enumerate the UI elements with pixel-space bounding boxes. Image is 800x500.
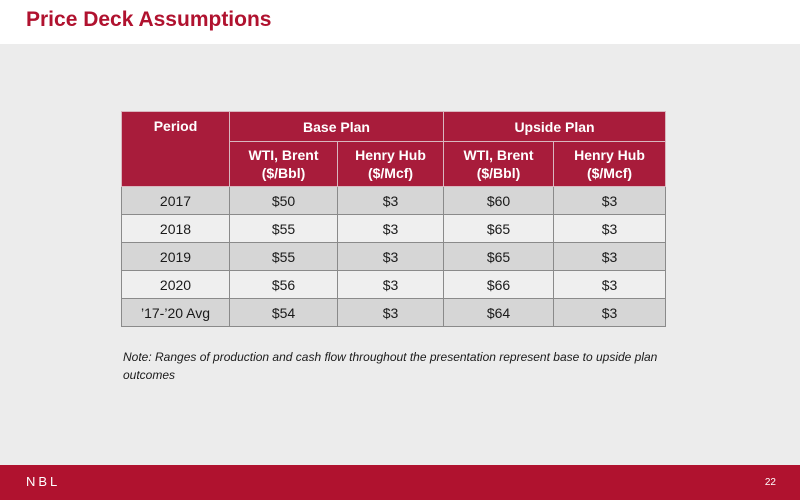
upside-wti-cell: $66	[443, 270, 554, 299]
base-hh-cell: $3	[337, 242, 444, 271]
period-cell: 2017	[121, 186, 230, 215]
company-logo: NBL	[26, 474, 61, 489]
header-line: WTI, Brent	[463, 147, 534, 163]
base-plan-header: Base Plan	[229, 111, 444, 142]
table-row: 2017 $50 $3 $60 $3	[121, 186, 667, 215]
slide-footer: NBL 22	[0, 465, 800, 500]
table-row: 2020 $56 $3 $66 $3	[121, 270, 667, 299]
base-wti-brent-header: WTI, Brent ($/Bbl)	[229, 141, 338, 187]
upside-hh-cell: $3	[552, 242, 667, 271]
upside-wti-brent-header: WTI, Brent ($/Bbl)	[443, 141, 554, 187]
base-wti-cell: $54	[229, 298, 338, 327]
period-cell: 2019	[121, 242, 230, 271]
header-unit: ($/Bbl)	[476, 165, 521, 181]
period-header: Period	[121, 111, 230, 187]
header-unit: ($/Mcf)	[367, 165, 414, 181]
header-line: WTI, Brent	[248, 147, 319, 163]
footnote: Note: Ranges of production and cash flow…	[123, 350, 658, 382]
base-wti-cell: $56	[229, 270, 338, 299]
period-cell: ’17-’20 Avg	[121, 298, 230, 327]
header-line: Henry Hub	[355, 147, 426, 163]
page-number: 22	[764, 477, 776, 488]
base-hh-cell: $3	[337, 298, 444, 327]
base-hh-cell: $3	[337, 214, 444, 243]
period-cell: 2020	[121, 270, 230, 299]
price-deck-table: Period Base Plan Upside Plan WTI, Brent …	[121, 111, 667, 327]
upside-hh-cell: $3	[552, 186, 667, 215]
slide-header: Price Deck Assumptions	[0, 0, 800, 44]
period-cell: 2018	[121, 214, 230, 243]
header-unit: ($/Mcf)	[586, 165, 633, 181]
upside-hh-cell: $3	[552, 298, 667, 327]
slide-title: Price Deck Assumptions	[26, 8, 272, 31]
price-deck-table-container: Period Base Plan Upside Plan WTI, Brent …	[121, 111, 667, 327]
upside-henry-hub-header: Henry Hub ($/Mcf)	[552, 141, 667, 187]
table-row: ’17-’20 Avg $54 $3 $64 $3	[121, 298, 667, 327]
base-wti-cell: $50	[229, 186, 338, 215]
upside-hh-cell: $3	[552, 270, 667, 299]
upside-hh-cell: $3	[552, 214, 667, 243]
table-row: 2018 $55 $3 $65 $3	[121, 214, 667, 243]
base-hh-cell: $3	[337, 270, 444, 299]
header-line: Henry Hub	[574, 147, 645, 163]
upside-wti-cell: $65	[443, 214, 554, 243]
base-wti-cell: $55	[229, 214, 338, 243]
upside-wti-cell: $65	[443, 242, 554, 271]
table-row: 2019 $55 $3 $65 $3	[121, 242, 667, 271]
upside-wti-cell: $60	[443, 186, 554, 215]
base-henry-hub-header: Henry Hub ($/Mcf)	[337, 141, 444, 187]
base-wti-cell: $55	[229, 242, 338, 271]
header-unit: ($/Bbl)	[261, 165, 306, 181]
upside-plan-header: Upside Plan	[442, 111, 667, 142]
base-hh-cell: $3	[337, 186, 444, 215]
upside-wti-cell: $64	[443, 298, 554, 327]
